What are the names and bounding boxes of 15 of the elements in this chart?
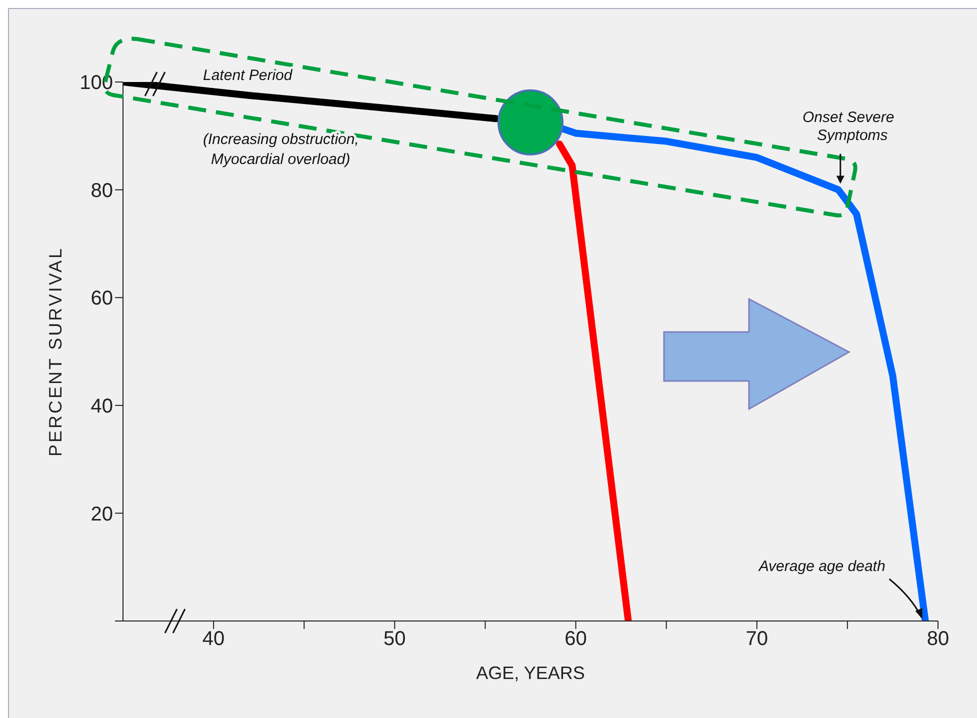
x-tick-label: 40 (202, 628, 225, 650)
y-tick-label: 80 (90, 180, 113, 202)
x-tick-label: 50 (384, 628, 406, 650)
annotation: Latent Period (203, 67, 293, 84)
annotation: (Increasing obstruction, Myocardial overload) (203, 131, 359, 168)
y-tick-label: 20 (90, 503, 113, 526)
y-axis-title: PERCENT SURVIVAL (45, 246, 66, 457)
annotation: Average age death (758, 558, 886, 575)
x-tick-label: 60 (564, 628, 587, 650)
x-axis-title: AGE, YEARS (476, 663, 585, 683)
annotation: Onset Severe Symptoms (802, 108, 894, 144)
y-tick-label: 40 (90, 396, 113, 418)
x-tick-label: 70 (746, 628, 768, 650)
y-tick-label: 60 (90, 288, 113, 310)
x-tick-label: 80 (926, 628, 950, 650)
